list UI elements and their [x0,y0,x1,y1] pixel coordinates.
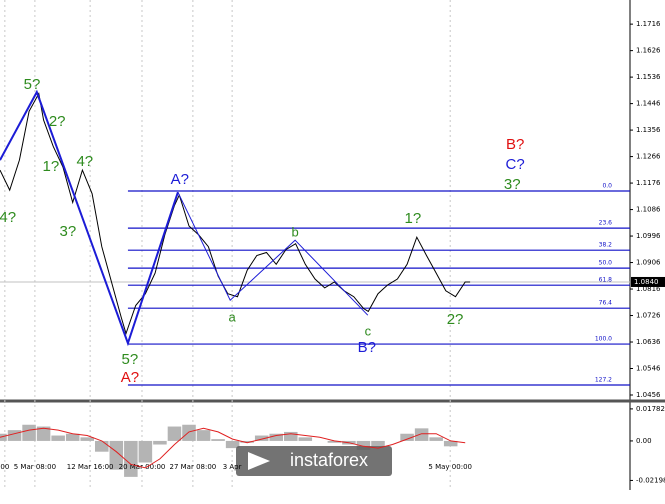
fib-label: 0.0 [602,183,612,190]
macd-bar [429,437,443,441]
wave-label: B? [358,339,376,356]
fib-label: 61.8 [599,277,613,284]
macd-bar [371,440,385,447]
macd-bar [400,433,414,441]
wave-line [177,191,369,316]
macd-bar [138,440,153,463]
wave-label: 2? [49,113,66,130]
macd-bar [196,430,211,441]
wave-label: 5? [24,76,41,93]
macd-bar [284,431,298,441]
macd-bar [298,437,313,441]
macd-bar [22,424,36,441]
macd-bar [36,426,51,441]
y-tick-label: 1.1356 [636,126,661,134]
macd-bar [124,440,138,477]
y-tick-label: 1.0546 [636,365,661,373]
macd-y-tick-label: 0.00 [636,437,652,445]
fib-label: 23.6 [599,220,613,227]
fib-label: 38.2 [599,242,613,249]
wave-label: 2? [447,311,464,328]
y-tick-label: 1.1536 [636,73,661,81]
watermark-box [236,446,392,476]
macd-y-tick-label: -0.02198 [636,476,665,484]
macd-bar [211,439,225,441]
macd-bar [80,437,94,441]
wave-label: 1? [43,158,60,175]
current-price-box [631,276,665,287]
macd-bar [95,440,109,452]
price-line [0,92,471,336]
macd-bar [65,433,80,441]
x-tick-label: 27 Mar 08:00 [170,463,217,471]
x-tick-label: 5 Mar 08:00 [14,463,56,471]
macd-bar [153,440,167,445]
y-tick-label: 1.1176 [636,179,661,187]
wave-line [0,89,179,347]
macd-bar [327,440,342,443]
fib-label: 127.2 [595,376,612,383]
wave-label: 3? [504,176,521,193]
macd-bar [109,440,124,470]
macd-bar [182,424,196,441]
wave-label: c [365,324,372,339]
y-tick-label: 1.0726 [636,312,661,320]
watermark-text: instaforex [290,450,368,470]
wave-label: B? [506,136,524,153]
macd-y-tick-label: 0.01782 [636,405,665,413]
wave-label: C? [506,156,525,173]
current-price-label: 1.0840 [634,278,659,286]
fib-label: 100.0 [595,336,612,343]
macd-bar [254,435,269,441]
wave-label: 4? [76,153,93,170]
macd-bar [167,426,182,441]
wave-label: 3? [60,223,77,240]
watermark-icon [248,452,270,470]
y-tick-label: 1.1716 [636,20,661,28]
y-tick-label: 1.0996 [636,232,661,240]
macd-bar [7,430,22,441]
wave-label: 5? [122,351,139,368]
x-tick-label: 5 May 00:00 [428,463,472,471]
y-tick-label: 1.1626 [636,47,661,55]
wave-label: 4? [0,209,16,226]
fib-label: 76.4 [599,300,613,307]
fib-label: 50.0 [599,260,613,267]
wave-label: b [292,225,299,240]
x-tick-label: 12 Mar 16:00 [67,463,114,471]
y-tick-label: 1.1086 [636,206,661,214]
macd-bar [51,435,65,441]
y-tick-label: 1.0816 [636,285,661,293]
wave-label: a [229,310,237,325]
macd-bar [356,440,371,450]
y-tick-label: 1.1266 [636,153,661,161]
wave-label: A? [171,171,189,188]
wave-label: A? [121,369,139,386]
x-tick-label: 3 Apr [223,463,242,471]
macd-bar [443,440,458,447]
x-tick-label: 00 [0,463,9,471]
macd-bar [414,428,429,441]
y-tick-label: 1.0636 [636,338,661,346]
y-tick-label: 1.1446 [636,100,661,108]
macd-signal [0,427,466,469]
macd-bar [0,433,7,441]
macd-bar [225,440,240,449]
watermark-logo: instaforex [236,446,392,476]
macd-bar [269,433,283,441]
y-tick-label: 1.0456 [636,391,661,399]
macd-bar [240,440,254,443]
y-tick-label: 1.0906 [636,259,661,267]
wave-label: 1? [405,210,422,227]
